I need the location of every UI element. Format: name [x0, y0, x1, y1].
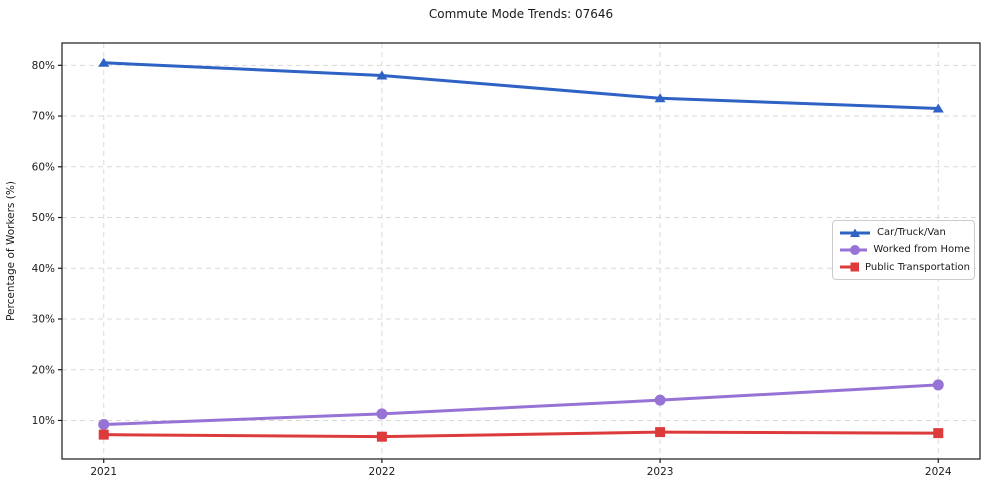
- circle-marker: [376, 408, 388, 420]
- triangle-marker: [654, 93, 666, 103]
- y-tick-label: 40%: [32, 263, 55, 275]
- circle-marker: [932, 379, 944, 391]
- circle-marker: [654, 394, 666, 406]
- y-tick-label: 70%: [32, 111, 55, 123]
- square-marker: [98, 429, 109, 440]
- series-line: [102, 383, 940, 427]
- triangle-marker: [98, 57, 110, 67]
- x-tick-label: 2021: [90, 466, 117, 478]
- triangle-legend-marker-icon: [840, 228, 870, 237]
- x-tick-label: 2023: [647, 466, 674, 478]
- triangle-marker: [932, 103, 944, 113]
- legend-item: Public Transportation: [839, 259, 970, 276]
- square-legend-marker-icon: [840, 262, 860, 272]
- legend-label: Car/Truck/Van: [877, 227, 946, 239]
- legend-label: Public Transportation: [865, 261, 970, 273]
- y-tick-label: 10%: [32, 415, 55, 427]
- chart-title: Commute Mode Trends: 07646: [428, 7, 614, 21]
- circle-marker: [98, 419, 110, 431]
- x-tick-label: 2022: [369, 466, 396, 478]
- legend-item: Worked from Home: [839, 241, 970, 258]
- y-tick-label: 60%: [32, 161, 55, 173]
- circle-legend-marker-icon: [840, 244, 868, 255]
- series-line: [102, 430, 940, 439]
- square-marker: [376, 431, 387, 442]
- legend-label: Worked from Home: [873, 244, 970, 256]
- triangle-marker: [376, 70, 388, 80]
- axes-frame: [61, 42, 981, 460]
- series-line: [102, 61, 940, 110]
- y-tick-label: 20%: [32, 364, 55, 376]
- legend-item: Car/Truck/Van: [839, 224, 970, 241]
- y-tick-label: 50%: [32, 212, 55, 224]
- y-tick-label: 80%: [32, 60, 55, 72]
- y-tick-label: 30%: [32, 314, 55, 326]
- square-marker: [655, 427, 666, 438]
- x-tick-label: 2024: [925, 466, 952, 478]
- square-marker: [933, 428, 944, 439]
- legend: Car/Truck/Van Worked from Home Public Tran…: [832, 220, 975, 280]
